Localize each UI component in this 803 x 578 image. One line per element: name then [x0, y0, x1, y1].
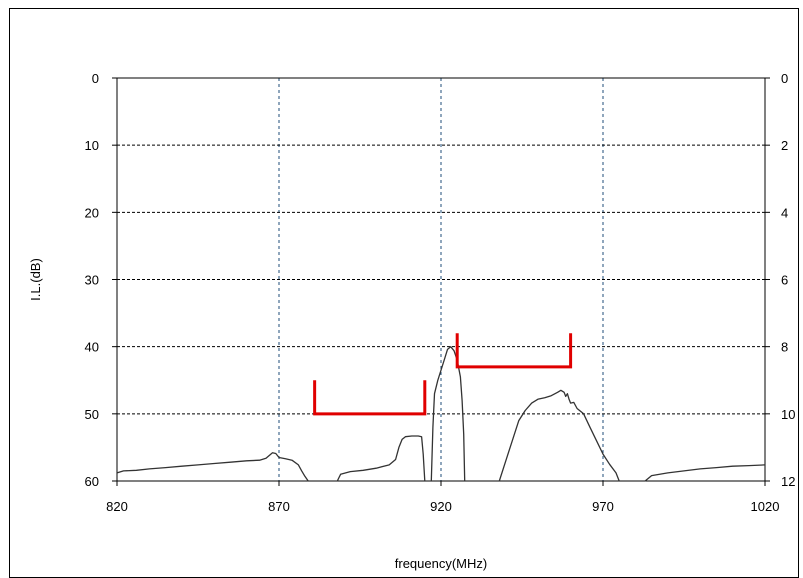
y-tick-label-0: 0 — [92, 71, 99, 86]
series-0-segment-4 — [644, 464, 766, 482]
series-0-segment-3 — [498, 389, 620, 482]
y-tick-label-50: 50 — [85, 407, 99, 422]
x-tick-label-820: 820 — [106, 499, 128, 514]
series-layer — [116, 346, 766, 482]
y2-tick-label-2: 2 — [781, 138, 788, 153]
x-tick-label-1020: 1020 — [751, 499, 780, 514]
y2-tick-label-10: 10 — [781, 407, 795, 422]
y-tick-label-20: 20 — [85, 205, 99, 220]
y2-tick-label-8: 8 — [781, 340, 788, 355]
y2-tick-label-0: 0 — [781, 71, 788, 86]
y-tick-label-30: 30 — [85, 273, 99, 288]
y-axis-label: I.L.(dB) — [28, 258, 43, 301]
chart-frame — [9, 8, 799, 578]
y2-tick-label-12: 12 — [781, 474, 795, 489]
y2-tick-label-6: 6 — [781, 273, 788, 288]
series-0-segment-0 — [116, 452, 309, 482]
x-tick-label-970: 970 — [592, 499, 614, 514]
spec-masks — [313, 333, 573, 416]
x-tick-label-870: 870 — [268, 499, 290, 514]
spec-mask-1 — [455, 333, 573, 369]
series-0-segment-1 — [336, 435, 426, 482]
y-tick-label-40: 40 — [85, 340, 99, 355]
x-tick-label-920: 920 — [430, 499, 452, 514]
x-axis-label: frequency(MHz) — [395, 556, 487, 571]
y-tick-label-60: 60 — [85, 474, 99, 489]
y-tick-label-10: 10 — [85, 138, 99, 153]
spec-mask-0 — [313, 380, 427, 416]
grid-lines — [117, 78, 765, 481]
y2-tick-label-4: 4 — [781, 205, 788, 220]
series-0-segment-2 — [430, 346, 466, 482]
